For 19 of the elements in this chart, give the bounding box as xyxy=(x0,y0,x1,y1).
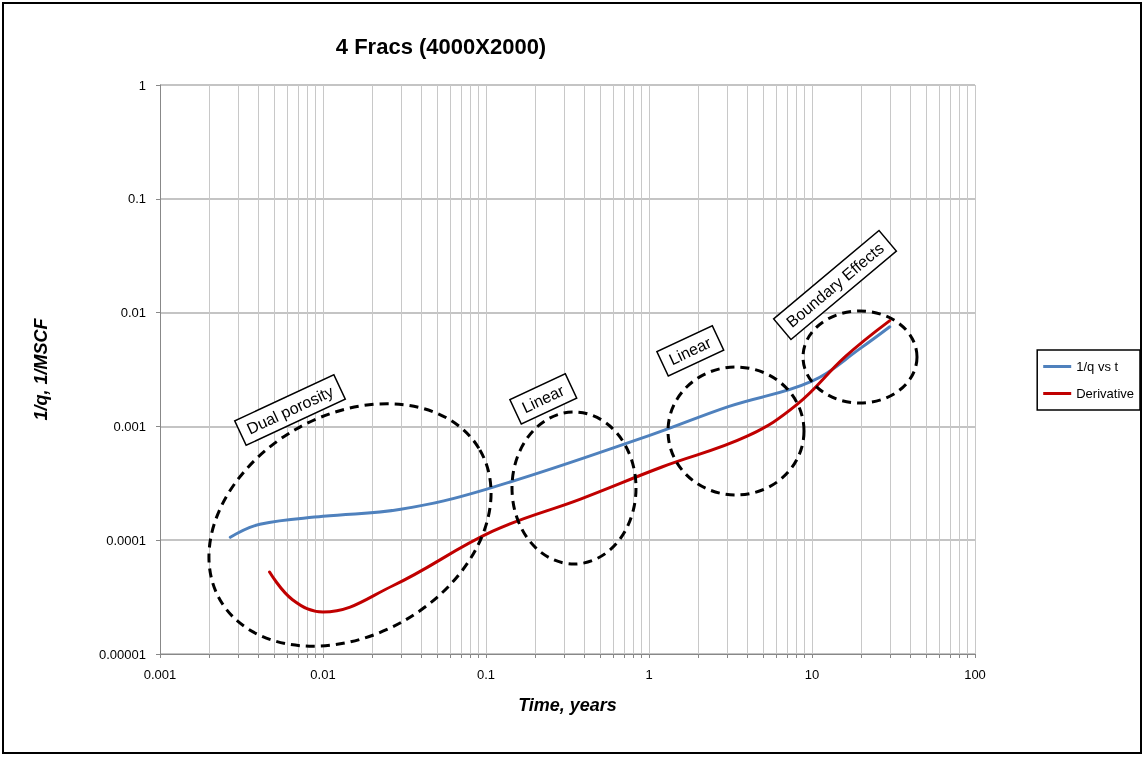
legend-label: Derivative xyxy=(1076,386,1134,401)
legend-label: 1/q vs t xyxy=(1076,359,1119,374)
y-tick-label: 0.0001 xyxy=(106,532,146,548)
x-tick-label: 0.001 xyxy=(143,667,177,682)
x-axis-title: Time, years xyxy=(518,695,617,715)
y-tick-label: 0.001 xyxy=(113,418,146,434)
annotation: Linear xyxy=(519,381,568,417)
y-tick-label: 0.1 xyxy=(127,191,146,207)
x-tick-label: 100 xyxy=(964,667,986,682)
x-tick-label: 0.01 xyxy=(310,667,336,682)
y-tick-label: 0.00001 xyxy=(99,646,146,662)
chart-title: 4 Fracs (4000X2000) xyxy=(335,33,547,59)
x-tick-label: 10 xyxy=(804,667,820,682)
x-tick-label: 1 xyxy=(645,667,653,682)
annotation: Linear xyxy=(666,333,715,369)
y-tick-label: 0.01 xyxy=(120,305,146,321)
x-tick-label: 0.1 xyxy=(476,667,496,682)
y-axis-title: 1/q, 1/MSCF xyxy=(31,317,51,421)
y-tick-label: 1 xyxy=(138,77,146,93)
